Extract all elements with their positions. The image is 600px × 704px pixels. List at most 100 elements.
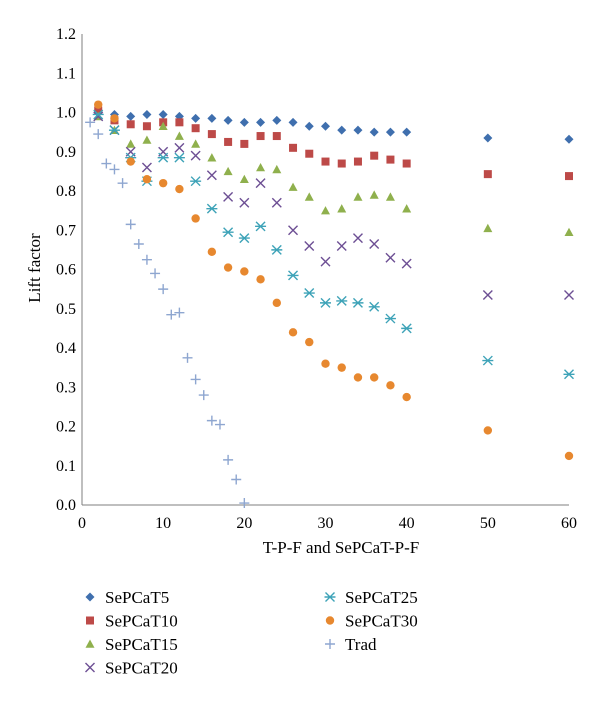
data-point bbox=[256, 132, 265, 141]
data-point bbox=[384, 313, 396, 324]
x-tick-label: 60 bbox=[561, 515, 577, 532]
data-point bbox=[133, 238, 144, 249]
data-point bbox=[190, 374, 201, 385]
data-point bbox=[224, 137, 233, 146]
y-tick-label: 0.5 bbox=[56, 301, 76, 318]
data-point bbox=[158, 109, 168, 119]
data-point bbox=[305, 337, 314, 347]
data-point bbox=[288, 182, 298, 191]
data-point bbox=[175, 184, 184, 194]
data-point bbox=[207, 153, 217, 162]
x-tick-label: 30 bbox=[318, 515, 334, 532]
y-tick-label: 0.0 bbox=[56, 497, 76, 514]
data-point bbox=[223, 454, 234, 465]
data-point bbox=[223, 263, 233, 272]
data-point bbox=[336, 295, 348, 306]
data-point bbox=[182, 352, 193, 363]
data-point bbox=[385, 127, 395, 137]
data-point bbox=[337, 363, 346, 372]
data-point bbox=[85, 117, 96, 128]
y-tick-label: 1.0 bbox=[56, 105, 76, 122]
data-point bbox=[94, 100, 103, 109]
data-point bbox=[191, 214, 200, 223]
data-point bbox=[190, 176, 202, 187]
data-point bbox=[287, 270, 299, 281]
data-point bbox=[150, 268, 161, 279]
legend-item-sepcat30: SePCaT30 bbox=[325, 612, 418, 631]
data-point bbox=[289, 143, 298, 152]
data-point bbox=[174, 131, 184, 140]
data-point bbox=[369, 238, 380, 249]
data-point bbox=[370, 151, 379, 160]
data-point bbox=[223, 115, 233, 125]
data-point bbox=[303, 288, 315, 299]
data-point bbox=[337, 204, 347, 213]
data-point bbox=[564, 290, 574, 301]
data-point bbox=[141, 254, 152, 265]
legend-item-sepcat20: SePCaT20 bbox=[85, 659, 178, 678]
y-tick-label: 0.3 bbox=[56, 379, 76, 396]
data-point bbox=[385, 252, 396, 263]
y-tick-label: 0.1 bbox=[56, 458, 76, 475]
data-point bbox=[94, 106, 103, 115]
data-point bbox=[110, 114, 119, 123]
data-point bbox=[272, 132, 281, 141]
data-point bbox=[166, 309, 177, 320]
axes bbox=[81, 34, 569, 506]
data-point bbox=[483, 426, 493, 435]
data-point bbox=[191, 124, 200, 133]
legend-label: SePCaT30 bbox=[345, 612, 418, 631]
data-point bbox=[239, 498, 250, 509]
series-sepcat15 bbox=[93, 111, 574, 237]
data-point bbox=[108, 125, 120, 136]
x-tick-label: 20 bbox=[236, 515, 252, 532]
data-point bbox=[272, 115, 282, 125]
legend-marker bbox=[85, 592, 95, 602]
legend-marker bbox=[85, 639, 95, 648]
data-point bbox=[353, 373, 363, 382]
data-point bbox=[158, 121, 168, 131]
data-point bbox=[353, 157, 362, 166]
data-point bbox=[141, 162, 152, 173]
data-point bbox=[206, 203, 218, 214]
data-point bbox=[117, 178, 128, 189]
y-tick-label: 0.8 bbox=[56, 183, 76, 200]
data-point bbox=[207, 247, 217, 257]
data-point bbox=[223, 191, 234, 202]
data-point bbox=[564, 227, 574, 237]
series-sepcat20 bbox=[93, 111, 574, 301]
data-point bbox=[93, 129, 104, 140]
data-point bbox=[223, 166, 233, 176]
data-point bbox=[174, 307, 185, 318]
data-point bbox=[320, 256, 331, 267]
y-tick-label: 0.4 bbox=[56, 340, 76, 357]
data-point bbox=[304, 240, 315, 251]
data-point bbox=[386, 155, 395, 164]
y-axis-title: Lift factor bbox=[25, 233, 44, 303]
legend-marker bbox=[86, 616, 94, 625]
legend-marker bbox=[325, 616, 335, 625]
data-point bbox=[206, 170, 217, 181]
data-point bbox=[142, 175, 152, 184]
x-ticks: 0 10 20 30 40 50 60 bbox=[78, 515, 577, 532]
data-point bbox=[240, 267, 249, 276]
data-point bbox=[126, 139, 136, 148]
data-point bbox=[92, 109, 104, 120]
data-point bbox=[191, 139, 201, 148]
data-point bbox=[239, 117, 249, 127]
data-point bbox=[126, 111, 136, 121]
data-point bbox=[321, 359, 330, 368]
data-point bbox=[101, 158, 112, 169]
data-point bbox=[321, 157, 330, 166]
data-point bbox=[565, 172, 573, 181]
legend-item-trad: Trad bbox=[325, 635, 377, 654]
data-point bbox=[288, 225, 299, 236]
data-point bbox=[125, 219, 136, 230]
data-point bbox=[370, 373, 379, 382]
y-tick-label: 0.6 bbox=[56, 262, 76, 279]
x-tick-label: 0 bbox=[78, 515, 86, 532]
data-point bbox=[190, 150, 201, 161]
data-point bbox=[142, 135, 152, 144]
data-point bbox=[272, 298, 281, 308]
data-point bbox=[337, 125, 347, 135]
